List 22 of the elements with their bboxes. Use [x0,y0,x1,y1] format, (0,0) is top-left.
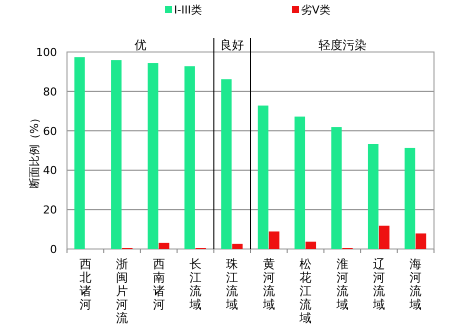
legend-label: I-III类 [174,4,202,16]
x-tick-label: 西南诸河 [152,257,165,312]
x-tick-label: 珠江流域 [225,257,238,312]
x-tick-label: 西北诸河 [79,257,92,312]
legend-label: 劣V类 [301,4,331,16]
y-tick-label: 20 [43,204,57,217]
y-tick-label: 100 [36,46,57,59]
annotation: 良好 [220,38,244,52]
x-tick-label: 淮河流域 [335,257,348,312]
annotation: 轻度污染 [318,38,366,52]
y-tick-label: 80 [43,85,57,98]
y-axis-title: 断面比例（%） [28,112,41,189]
y-tick-label: 40 [43,164,57,178]
y-tick-label: 0 [50,243,57,256]
y-tick-label: 60 [43,124,57,138]
x-tick-label: 浙闽片河流 [116,257,128,325]
annotation: 优 [134,38,146,52]
x-tick-label: 黄河流域 [262,257,275,312]
x-tick-label: 海河流域 [408,257,422,312]
x-tick-label: 长江流域 [188,257,202,312]
x-tick-label: 辽河流域 [372,257,385,312]
x-tick-label: 松花江流域 [298,257,312,325]
